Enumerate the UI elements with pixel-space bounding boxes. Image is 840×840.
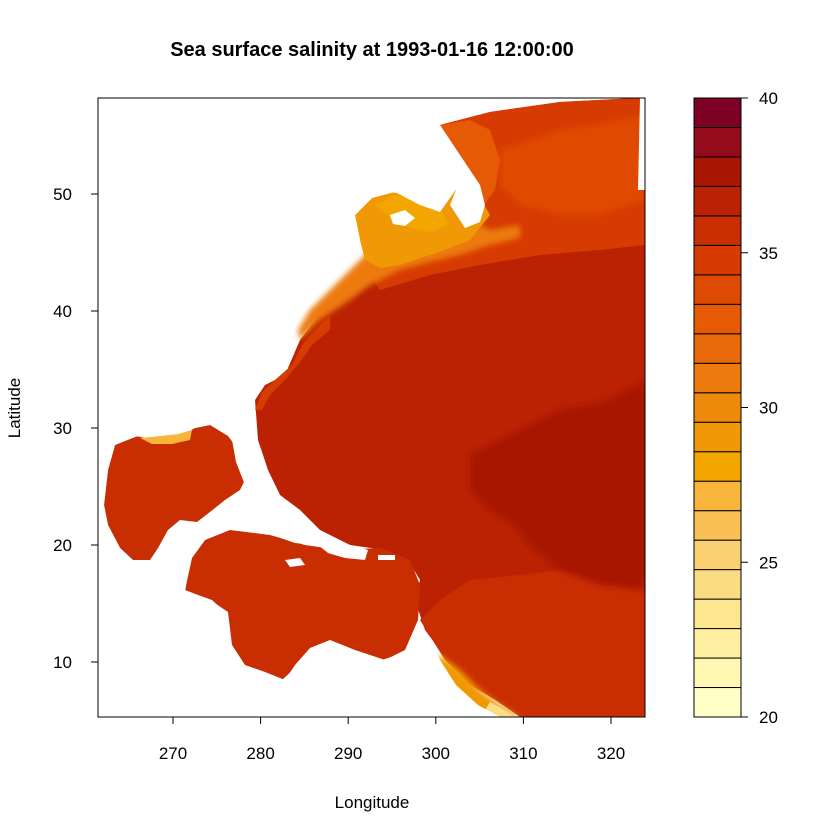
- colorbar-swatch: [693, 480, 742, 512]
- land-cuba: [222, 515, 318, 545]
- x-tick-label: 320: [597, 744, 625, 763]
- colorbar-swatch: [693, 274, 742, 305]
- y-tick-label: 30: [53, 419, 72, 438]
- colorbar-swatch: [693, 362, 742, 394]
- colorbar-swatch: [693, 510, 742, 541]
- ocean-caribbean: [185, 530, 420, 680]
- land-jamaica: [285, 558, 305, 567]
- x-tick-label: 280: [246, 744, 274, 763]
- colorbar-tick-label: 40: [759, 89, 778, 108]
- x-tick-label: 290: [334, 744, 362, 763]
- colorbar-swatch: [693, 185, 742, 217]
- ocean-labrador-shelf: [440, 120, 500, 210]
- colorbar-swatch: [693, 657, 742, 689]
- y-tick-label: 50: [53, 185, 72, 204]
- x-axis: 270 280 290 300 310 320: [159, 716, 625, 763]
- chart-title: Sea surface salinity at 1993-01-16 12:00…: [170, 39, 574, 61]
- colorbar-tick-label: 25: [759, 553, 778, 572]
- salinity-field: [98, 98, 645, 717]
- x-tick-label: 300: [422, 744, 450, 763]
- colorbar: 20 25 30 35 40: [693, 89, 778, 727]
- ocean-subpolar-inner: [500, 115, 645, 215]
- y-axis: 10 20 30 40 50: [53, 185, 99, 672]
- land-north-right-edge: [638, 98, 645, 190]
- land-puerto-rico: [378, 555, 395, 560]
- colorbar-tick-label: 20: [759, 708, 778, 727]
- colorbar-swatch: [693, 451, 742, 482]
- ocean-south: [420, 570, 645, 717]
- land-nova-scotia: [390, 210, 415, 226]
- colorbar-swatch: [693, 539, 742, 571]
- x-axis-label: Longitude: [335, 793, 410, 812]
- colorbar-swatch: [693, 628, 742, 659]
- colorbar-swatch: [693, 156, 742, 187]
- land-hispaniola: [318, 540, 368, 560]
- y-tick-label: 20: [53, 536, 72, 555]
- ocean-salinity-max: [470, 380, 645, 590]
- colorbar-tick-label: 35: [759, 244, 778, 263]
- y-tick-label: 10: [53, 653, 72, 672]
- colorbar-swatch: [693, 244, 742, 276]
- ocean-shelf-band: [298, 210, 520, 340]
- colorbar-tick-label: 30: [759, 399, 778, 418]
- colorbar-swatch: [693, 126, 742, 158]
- colorbar-swatch: [693, 421, 742, 453]
- colorbar-swatch: [693, 598, 742, 630]
- colorbar-swatch: [693, 215, 742, 246]
- ocean-us-coast: [255, 315, 330, 410]
- x-tick-label: 310: [509, 744, 537, 763]
- ocean-gulf-of-mexico: [104, 425, 250, 560]
- colorbar-swatch: [693, 333, 742, 364]
- x-tick-label: 270: [159, 744, 187, 763]
- y-tick-label: 40: [53, 302, 72, 321]
- y-axis-label: Latitude: [5, 378, 24, 439]
- land-north-america: [98, 98, 500, 717]
- colorbar-swatch: [693, 569, 742, 600]
- land-florida: [232, 440, 272, 525]
- colorbar-swatch: [693, 97, 742, 128]
- colorbar-swatch: [693, 392, 742, 423]
- colorbar-swatch: [693, 303, 742, 335]
- ocean-mississippi-plume: [140, 430, 192, 444]
- colorbar-swatch: [693, 687, 742, 718]
